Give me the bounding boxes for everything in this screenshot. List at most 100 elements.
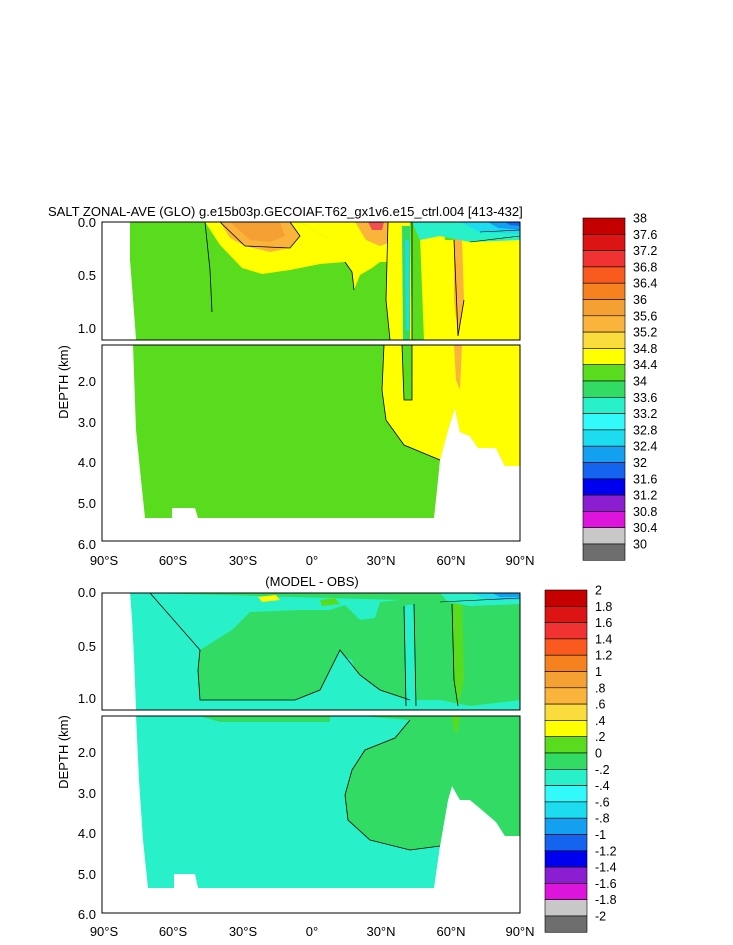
colorbar-swatch bbox=[544, 834, 588, 852]
colorbar-label: -.2 bbox=[595, 763, 610, 777]
y-tick-6-0: 6.0 bbox=[78, 907, 96, 922]
x-tick-90n: 90°N bbox=[505, 924, 534, 939]
y-tick-1-0: 1.0 bbox=[78, 321, 96, 336]
diff-y-ticks-lower: 2.0 3.0 4.0 5.0 6.0 bbox=[78, 745, 96, 922]
colorbar-label: 1 bbox=[595, 665, 602, 679]
colorbar-swatch bbox=[544, 638, 588, 656]
colorbar-swatch bbox=[544, 899, 588, 917]
colorbar-swatch bbox=[582, 364, 626, 382]
x-tick-0: 0° bbox=[306, 924, 318, 939]
colorbar-label: -1.4 bbox=[595, 861, 617, 875]
diff-x-ticks: 90°S 60°S 30°S 0° 30°N 60°N 90°N bbox=[90, 924, 535, 939]
y-tick-0-0: 0.0 bbox=[78, 585, 96, 600]
diff-upper-panel bbox=[101, 592, 521, 711]
colorbar-label: 37.6 bbox=[633, 228, 657, 242]
colorbar-swatch bbox=[544, 622, 588, 640]
colorbar-swatch bbox=[582, 462, 626, 480]
colorbar-label: 32.8 bbox=[633, 423, 657, 437]
colorbar-label: 38 bbox=[633, 212, 647, 226]
colorbar-label: -1.6 bbox=[595, 877, 617, 891]
y-tick-2-0: 2.0 bbox=[78, 374, 96, 389]
salt-lower-panel bbox=[101, 344, 521, 542]
colorbar-swatch bbox=[544, 850, 588, 868]
colorbar-swatch bbox=[582, 413, 626, 431]
colorbar-label: .4 bbox=[595, 714, 605, 728]
salt-zonal-average-plot: SALT ZONAL-AVE (GLO) g.e15b03p.GECOIAF.T… bbox=[48, 204, 657, 568]
colorbar-label: -.6 bbox=[595, 795, 610, 809]
colorbar-swatch bbox=[544, 736, 588, 754]
y-tick-3-0: 3.0 bbox=[78, 415, 96, 430]
diff-y-axis-label: DEPTH (km) bbox=[56, 715, 71, 789]
x-tick-60s: 60°S bbox=[159, 553, 188, 568]
salt-upper-panel bbox=[101, 221, 521, 341]
colorbar-swatch bbox=[544, 817, 588, 835]
x-tick-30n: 30°N bbox=[366, 553, 395, 568]
colorbar-swatch bbox=[582, 478, 626, 496]
colorbar-label: 32 bbox=[633, 456, 647, 470]
colorbar-label: 31.6 bbox=[633, 472, 657, 486]
colorbar-label: 35.6 bbox=[633, 309, 657, 323]
colorbar-label: 34 bbox=[633, 375, 647, 389]
colorbar-label: 1.2 bbox=[595, 649, 612, 663]
x-tick-90s: 90°S bbox=[90, 924, 119, 939]
colorbar-label: -2 bbox=[595, 910, 606, 924]
colorbar-swatch bbox=[582, 217, 626, 235]
colorbar-swatch bbox=[582, 494, 626, 512]
x-tick-90n: 90°N bbox=[505, 553, 534, 568]
colorbar-label: 34.4 bbox=[633, 358, 657, 372]
x-tick-60s: 60°S bbox=[159, 924, 188, 939]
colorbar-swatch bbox=[544, 752, 588, 770]
colorbar-label: 30.8 bbox=[633, 505, 657, 519]
colorbar-label: .6 bbox=[595, 698, 605, 712]
diff-y-ticks-upper: 0.0 0.5 1.0 bbox=[78, 585, 96, 706]
colorbar-label: 36.4 bbox=[633, 277, 657, 291]
colorbar-swatch bbox=[582, 331, 626, 349]
colorbar-swatch bbox=[582, 250, 626, 268]
colorbar-swatch bbox=[582, 380, 626, 398]
salt-y-axis-label: DEPTH (km) bbox=[56, 345, 71, 419]
diff-lower-panel bbox=[101, 715, 521, 914]
y-tick-0-5: 0.5 bbox=[78, 639, 96, 654]
colorbar-label: 35.2 bbox=[633, 326, 657, 340]
y-tick-6-0: 6.0 bbox=[78, 537, 96, 552]
salt-y-ticks-lower: 2.0 3.0 4.0 5.0 6.0 bbox=[78, 374, 96, 552]
colorbar-swatch bbox=[582, 527, 626, 545]
y-tick-1-0: 1.0 bbox=[78, 691, 96, 706]
colorbar-label: 30.4 bbox=[633, 521, 657, 535]
colorbar-label: 1.4 bbox=[595, 632, 612, 646]
salt-plot-title: SALT ZONAL-AVE (GLO) g.e15b03p.GECOIAF.T… bbox=[48, 204, 523, 219]
colorbar-swatch bbox=[544, 768, 588, 786]
colorbar-swatch bbox=[582, 445, 626, 463]
colorbar-swatch bbox=[544, 866, 588, 884]
colorbar-swatch bbox=[582, 511, 626, 528]
colorbar-swatch bbox=[582, 429, 626, 447]
colorbar-label: 33.6 bbox=[633, 391, 657, 405]
colorbar-swatch bbox=[544, 654, 588, 672]
colorbar-label: 30 bbox=[633, 538, 647, 552]
colorbar-label: 1.6 bbox=[595, 616, 612, 630]
colorbar-label: -.8 bbox=[595, 812, 610, 826]
colorbar-swatch bbox=[582, 543, 626, 561]
colorbar-swatch bbox=[544, 720, 588, 738]
x-tick-60n: 60°N bbox=[436, 553, 465, 568]
y-tick-4-0: 4.0 bbox=[78, 826, 96, 841]
colorbar-label: -.4 bbox=[595, 779, 610, 793]
colorbar-swatch bbox=[582, 396, 626, 414]
colorbar-swatch bbox=[582, 266, 626, 284]
colorbar-label: 31.2 bbox=[633, 489, 657, 503]
colorbar-swatch bbox=[544, 785, 588, 803]
y-tick-0-0: 0.0 bbox=[78, 215, 96, 230]
colorbar-swatch bbox=[582, 282, 626, 300]
colorbar-label: 36.8 bbox=[633, 260, 657, 274]
x-tick-0: 0° bbox=[306, 553, 318, 568]
colorbar-label: -1.2 bbox=[595, 844, 617, 858]
salt-y-ticks-upper: 0.0 0.5 1.0 bbox=[78, 215, 96, 336]
colorbar-label: 37.2 bbox=[633, 244, 657, 258]
colorbar-label: .2 bbox=[595, 730, 605, 744]
x-tick-30n: 30°N bbox=[366, 924, 395, 939]
y-tick-5-0: 5.0 bbox=[78, 867, 96, 882]
colorbar-swatch bbox=[544, 703, 588, 721]
colorbar-swatch bbox=[544, 883, 588, 901]
colorbar-swatch bbox=[544, 801, 588, 819]
